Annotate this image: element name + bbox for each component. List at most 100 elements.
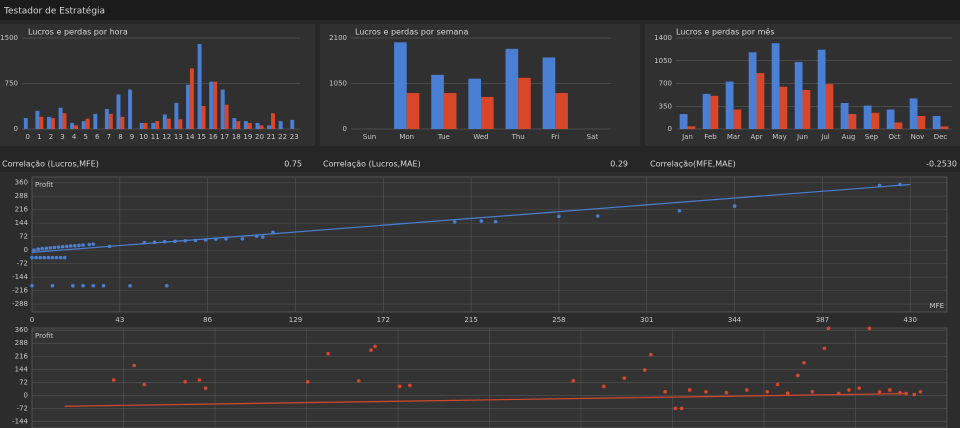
point — [62, 255, 67, 260]
x-tick-label: 4 — [72, 133, 77, 141]
x-tick-label: Jul — [820, 133, 830, 141]
bar — [468, 78, 481, 129]
y-tick-label: -216 — [12, 287, 28, 295]
y-tick-label: 72 — [19, 378, 28, 386]
x-tick-label: 16 — [209, 133, 218, 141]
y-tick-label: 1400 — [654, 34, 672, 42]
point — [397, 384, 402, 389]
bar — [278, 121, 283, 129]
y-tick-label: 700 — [659, 80, 672, 88]
bar — [197, 44, 202, 129]
point — [142, 382, 147, 387]
bar — [840, 103, 849, 129]
x-tick-label: 344 — [728, 316, 742, 324]
point — [724, 390, 729, 395]
bar — [116, 94, 121, 129]
point — [36, 247, 40, 251]
point — [32, 248, 36, 252]
point — [71, 283, 75, 288]
point — [183, 380, 187, 384]
point — [64, 244, 69, 249]
bar — [748, 52, 757, 129]
point — [802, 360, 806, 365]
chart-title: Lucros e perdas por semana — [355, 28, 468, 37]
y-tick-label: 216 — [15, 206, 29, 214]
x-tick-label: 43 — [115, 316, 124, 324]
point — [687, 388, 692, 392]
y-axis-label: Profit — [35, 181, 54, 189]
bar — [209, 81, 214, 129]
bar — [104, 108, 109, 129]
bar — [932, 116, 941, 129]
bar — [917, 116, 926, 129]
x-tick-label: Apr — [750, 133, 762, 141]
point — [44, 246, 49, 251]
bar — [81, 121, 86, 129]
bar — [940, 126, 949, 129]
bar — [155, 121, 160, 129]
bar — [50, 118, 55, 129]
point — [58, 255, 63, 260]
bar — [431, 74, 444, 129]
point — [888, 388, 892, 392]
bar — [518, 77, 531, 129]
point — [826, 326, 831, 331]
point — [356, 379, 361, 383]
point — [48, 246, 53, 250]
y-tick-label: -72 — [17, 260, 28, 268]
bar — [62, 113, 67, 129]
bar — [74, 125, 79, 129]
point — [877, 389, 882, 394]
bar — [267, 125, 272, 129]
x-tick-label: 20 — [255, 133, 264, 141]
point — [373, 344, 377, 349]
bar — [817, 49, 826, 130]
x-tick-label: Jun — [796, 133, 808, 141]
x-tick-label: 3 — [60, 133, 64, 141]
point — [203, 386, 208, 390]
bar — [39, 116, 44, 129]
bar — [247, 122, 252, 129]
x-tick-label: 1 — [37, 133, 41, 141]
point — [128, 283, 132, 288]
bar — [85, 118, 90, 129]
plot-area — [31, 176, 948, 313]
bar — [863, 105, 872, 129]
point — [775, 382, 780, 387]
y-tick-label: 288 — [15, 339, 28, 347]
y-tick-label: 216 — [15, 352, 29, 360]
point — [642, 368, 647, 372]
point — [810, 389, 815, 394]
bar — [35, 110, 40, 129]
point — [557, 214, 561, 219]
point — [81, 243, 85, 247]
x-tick-label: Tue — [437, 133, 450, 141]
point — [87, 242, 91, 247]
x-tick-label: 86 — [203, 316, 212, 324]
y-tick-label: -144 — [12, 417, 28, 425]
bar — [220, 89, 225, 129]
correlation-label: Correlação(MFE,MAE) — [650, 160, 736, 169]
point — [240, 237, 245, 241]
y-tick-label: -72 — [17, 404, 28, 412]
bar — [162, 114, 167, 129]
point — [101, 283, 106, 288]
bar — [201, 105, 206, 129]
point — [369, 348, 373, 352]
y-tick-label: 0 — [24, 246, 28, 254]
bar — [186, 84, 190, 129]
x-tick-label: 258 — [552, 316, 565, 324]
x-tick-label: 19 — [243, 133, 252, 141]
x-tick-label: 172 — [377, 316, 390, 324]
y-tick-label: 1500 — [0, 34, 18, 42]
x-tick-label: Sun — [363, 133, 376, 141]
bar — [710, 95, 719, 129]
x-tick-label: Aug — [842, 133, 856, 141]
x-tick-label: 7 — [107, 133, 111, 141]
x-tick-label: 8 — [118, 133, 122, 141]
x-tick-label: 15 — [197, 133, 206, 141]
point — [34, 255, 38, 260]
window-title: Testador de Estratégia — [3, 6, 105, 17]
